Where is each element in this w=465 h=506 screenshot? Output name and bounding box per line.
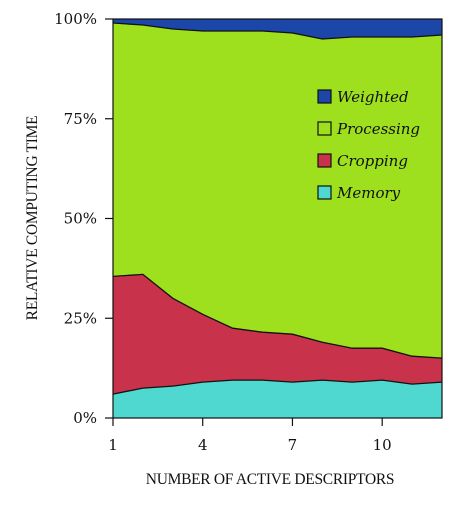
legend-swatch-cropping bbox=[317, 153, 332, 168]
y-axis-title: RELATIVE COMPUTING TIME bbox=[24, 116, 41, 321]
x-axis-ticks: 1 4 7 10 bbox=[108, 418, 392, 454]
legend-swatch-memory bbox=[317, 185, 332, 200]
legend: Weighted Processing Cropping Memory bbox=[317, 88, 420, 202]
x-tick-label: 1 bbox=[108, 436, 118, 454]
boundary-line-processing bbox=[112, 22, 443, 40]
y-tick-label: 75% bbox=[64, 110, 97, 128]
legend-swatch-processing bbox=[317, 121, 332, 136]
area-processing bbox=[113, 23, 442, 359]
boundary-line-memory bbox=[112, 379, 443, 395]
area-series-group bbox=[112, 19, 443, 418]
y-tick-label: 0% bbox=[73, 409, 97, 427]
legend-label-processing: Processing bbox=[336, 120, 420, 138]
x-tick-label: 4 bbox=[198, 436, 208, 454]
boundary-line-cropping bbox=[112, 273, 443, 359]
area-memory bbox=[113, 380, 442, 418]
area-weighted bbox=[113, 19, 442, 39]
area-cropping bbox=[113, 274, 442, 395]
y-tick-label: 25% bbox=[64, 309, 97, 327]
legend-label-weighted: Weighted bbox=[337, 88, 409, 106]
legend-label-cropping: Cropping bbox=[337, 152, 408, 170]
x-axis-title: NUMBER OF ACTIVE DESCRIPTORS bbox=[146, 471, 394, 488]
y-axis-ticks: 0% 25% 50% 75% 100% bbox=[54, 10, 113, 427]
y-tick-label: 50% bbox=[64, 210, 97, 228]
x-tick-label: 10 bbox=[373, 436, 392, 454]
y-tick-label: 100% bbox=[54, 10, 97, 28]
legend-swatch-weighted bbox=[317, 89, 332, 104]
x-tick-label: 7 bbox=[288, 436, 298, 454]
legend-label-memory: Memory bbox=[336, 184, 401, 202]
